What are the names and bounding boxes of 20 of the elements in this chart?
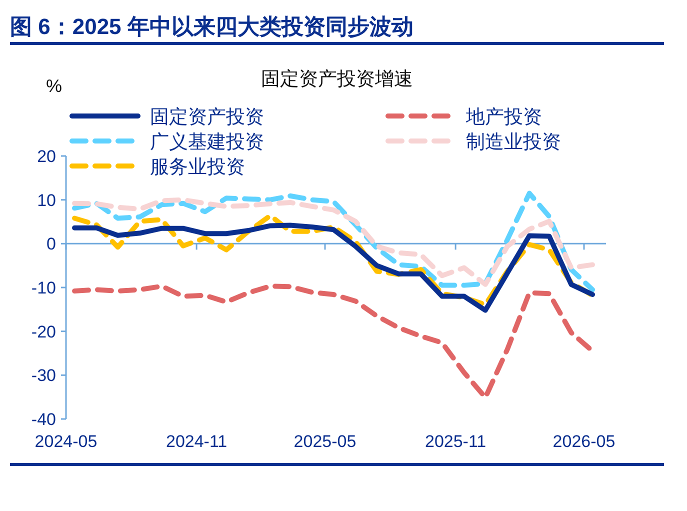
y-tick-label: -40 [31,410,56,429]
x-tick-label: 2024-11 [166,432,228,451]
y-tick-label: 10 [37,190,56,210]
y-tick-label: 20 [37,147,56,166]
y-tick-label: -20 [31,322,56,342]
y-tick-label: -30 [31,366,56,386]
chart-subtitle: 固定资产投资增速 [261,68,413,90]
x-tick-label: 2024-05 [34,432,98,451]
x-tick-label: 2026-05 [552,432,616,451]
legend-label: 广义基建投资 [150,131,264,153]
x-tick-label: 2025-11 [424,432,486,451]
legend-label: 制造业投资 [466,132,561,153]
x-tick-label: 2025-05 [294,432,356,451]
y-tick-label: -10 [31,278,56,298]
y-axis-title: % [46,76,62,96]
legend-label: 固定资产投资 [150,106,264,128]
chart-title: 图 6：2025 年中以来四大类投资同步波动 [10,14,414,39]
legend-label: 地产投资 [465,107,542,128]
legend-label: 服务业投资 [150,157,245,178]
y-tick-label: 0 [46,234,56,254]
